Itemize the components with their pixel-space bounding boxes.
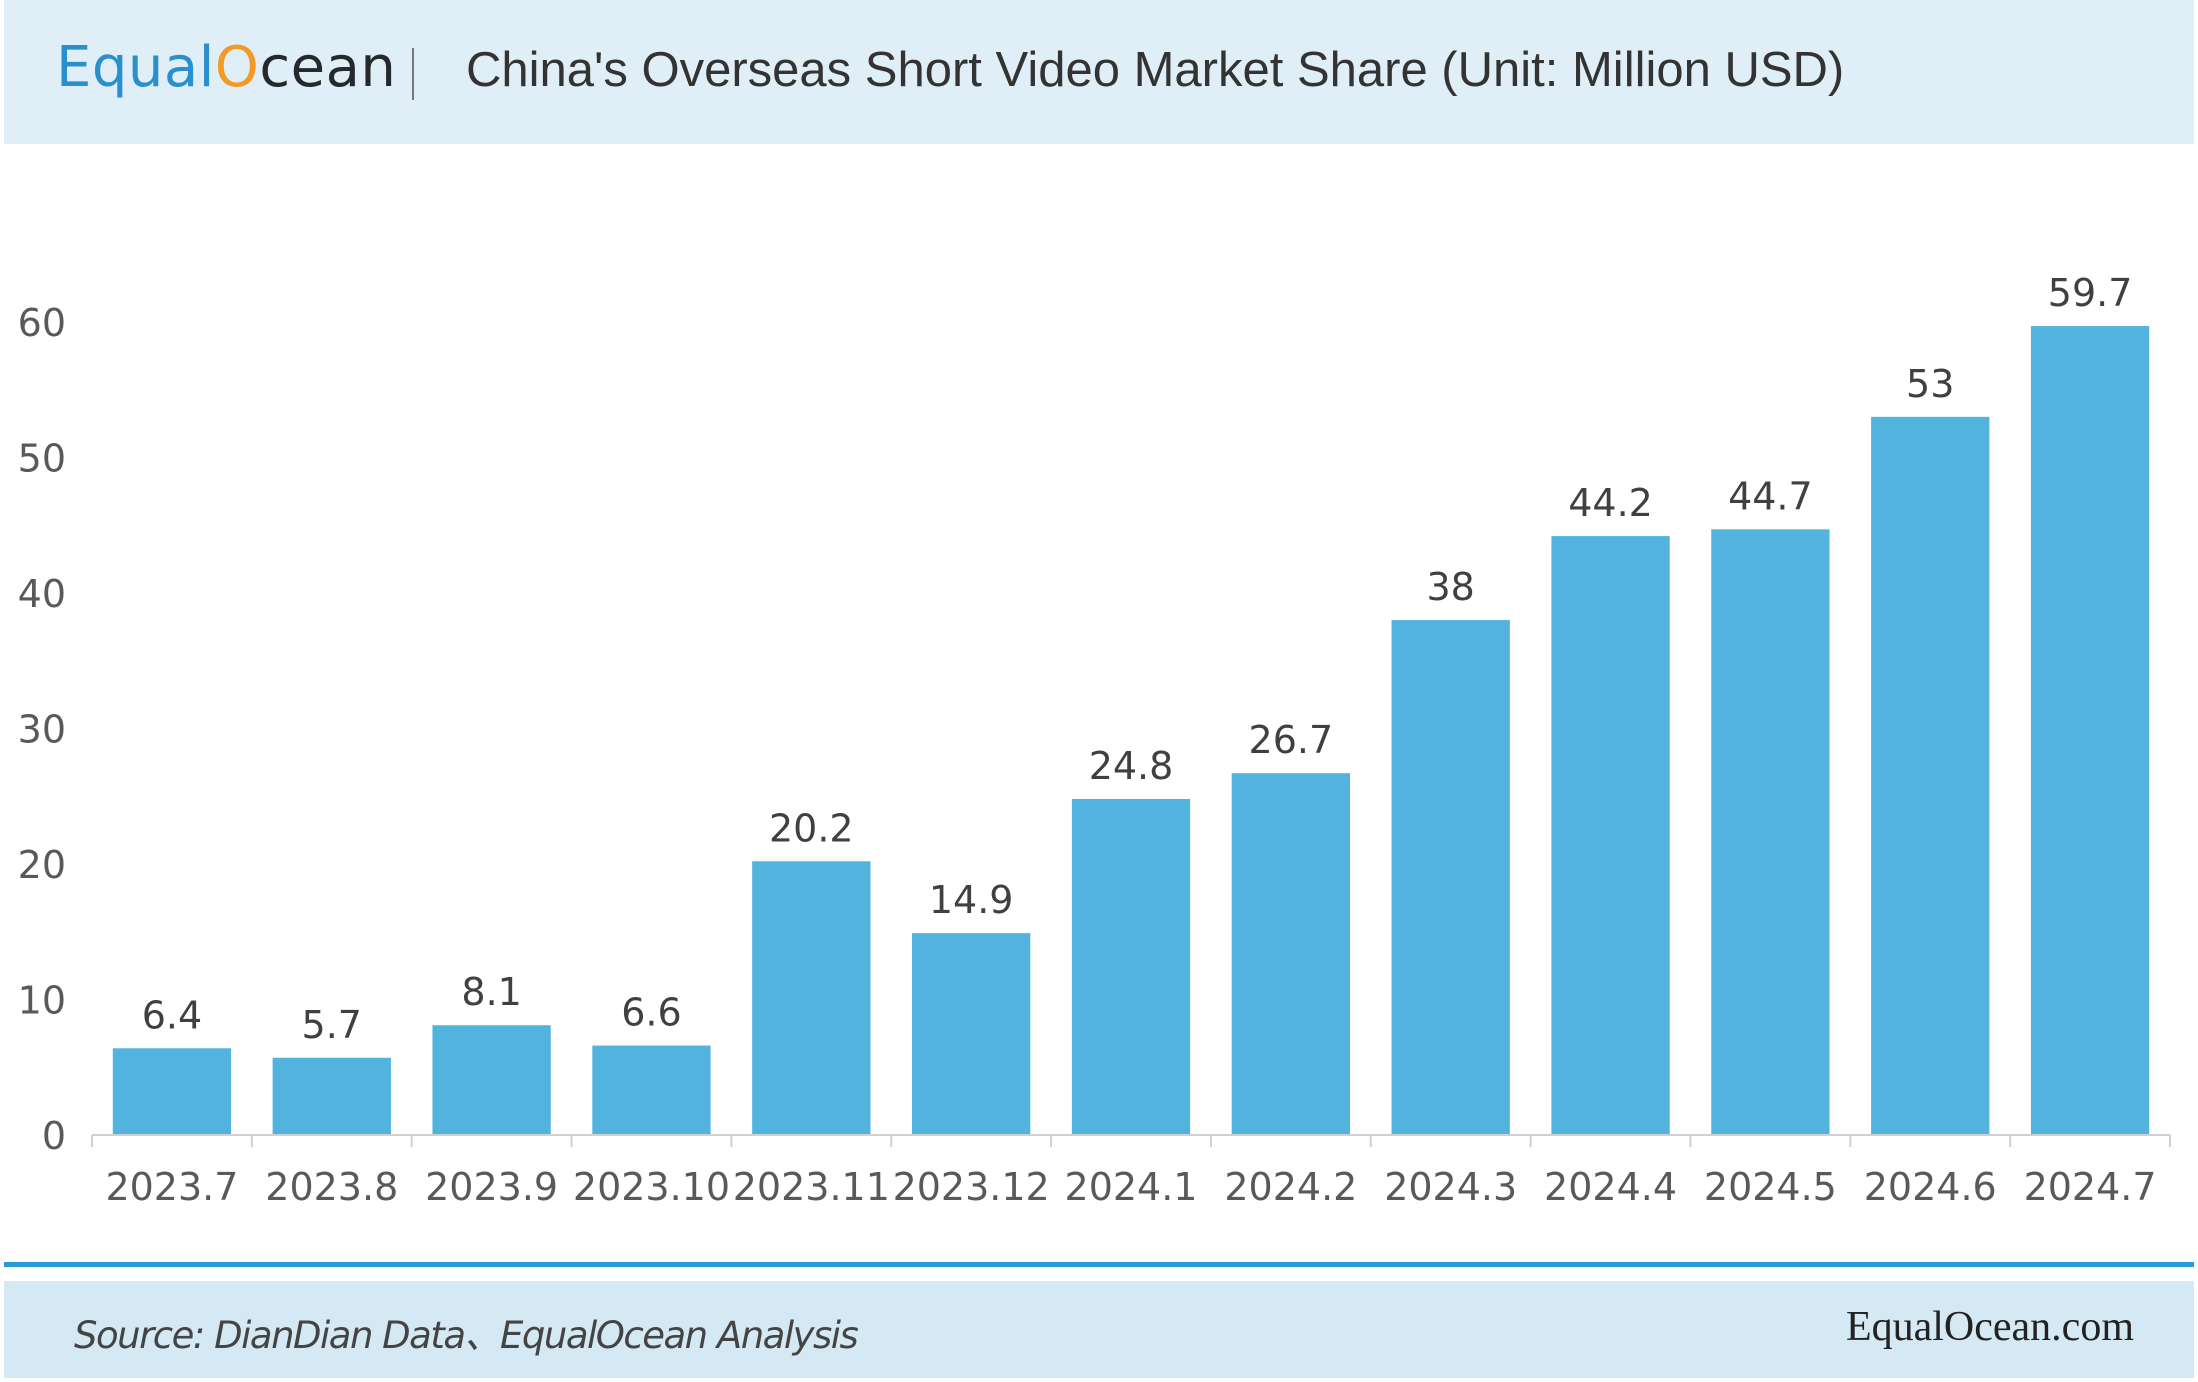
data-label: 38: [1427, 565, 1475, 609]
y-tick-label: 30: [18, 708, 66, 752]
bar: [272, 1057, 391, 1135]
x-tick-label: 2023.8: [265, 1165, 398, 1209]
x-tick-label: 2024.1: [1065, 1165, 1198, 1209]
y-axis-ticks: 0 10 20 30 40 50 60: [18, 301, 66, 1158]
bar: [2030, 326, 2150, 1135]
bar: [1871, 416, 1990, 1136]
data-labels: 6.4 5.7 8.1 6.6 20.2 14.9 24.8 26.7 38 44.2 44.7 53…: [142, 271, 2133, 1047]
data-label: 6.4: [142, 993, 202, 1037]
bar: [1391, 620, 1510, 1135]
x-tick-label: 2024.6: [1864, 1165, 1997, 1209]
data-label: 14.9: [929, 878, 1014, 922]
footer-bar: Source: DianDian Data、EqualOcean Analysi…: [4, 1281, 2194, 1378]
data-label: 59.7: [2048, 271, 2133, 315]
bar: [1551, 536, 1670, 1135]
data-label: 6.6: [621, 991, 681, 1035]
site-link[interactable]: EqualOcean.com: [1845, 1304, 2134, 1350]
x-tick-label: 2024.4: [1544, 1165, 1677, 1209]
x-tick-label: 2024.2: [1224, 1165, 1357, 1209]
data-label: 44.2: [1568, 481, 1653, 525]
x-tick-label: 2023.9: [425, 1165, 558, 1209]
header-divider: [412, 48, 414, 100]
y-tick-label: 40: [18, 572, 66, 616]
data-label: 20.2: [769, 806, 854, 850]
bar: [432, 1025, 551, 1135]
data-label: 24.8: [1089, 744, 1174, 788]
bar: [112, 1048, 232, 1135]
logo-text-o: O: [214, 35, 260, 100]
y-tick-label: 20: [18, 843, 66, 887]
bars: [112, 326, 2150, 1136]
bar: [1071, 798, 1191, 1135]
x-tick-label: 2024.3: [1384, 1165, 1517, 1209]
y-tick-label: 50: [18, 437, 66, 481]
data-label: 26.7: [1249, 718, 1334, 762]
y-tick-label: 10: [18, 979, 66, 1023]
data-label: 53: [1906, 362, 1954, 406]
x-tick-label: 2023.11: [733, 1165, 890, 1209]
bar: [1711, 529, 1830, 1135]
equalocean-logo: EqualOcean: [56, 36, 396, 100]
y-tick-label: 60: [18, 301, 66, 345]
source-note: Source: DianDian Data、EqualOcean Analysi…: [74, 1314, 859, 1357]
data-label: 44.7: [1728, 474, 1813, 518]
logo-text-pre: Equal: [56, 35, 215, 100]
data-label: 5.7: [302, 1003, 362, 1047]
x-tick-label: 2024.7: [2024, 1165, 2157, 1209]
x-tick-label: 2023.12: [893, 1165, 1050, 1209]
x-tick-label: 2023.7: [105, 1165, 238, 1209]
data-label: 8.1: [461, 970, 521, 1014]
x-tick-label: 2023.10: [573, 1165, 730, 1209]
bar: [912, 933, 1031, 1135]
bar: [752, 861, 871, 1135]
bar: [1231, 773, 1350, 1135]
chart-title: China's Overseas Short Video Market Shar…: [466, 43, 1845, 97]
x-tick-label: 2024.5: [1704, 1165, 1837, 1209]
x-axis-ticks: [91, 1135, 2171, 1147]
x-axis-labels: 2023.7 2023.8 2023.9 2023.10 2023.11 2023.12 2…: [105, 1165, 2156, 1209]
bar: [592, 1045, 711, 1135]
y-tick-label: 0: [42, 1114, 66, 1158]
logo-text-post: cean: [259, 35, 397, 100]
header-bar: EqualOcean China's Overseas Short Video …: [4, 0, 2194, 144]
footer-separator-line: [4, 1262, 2194, 1267]
